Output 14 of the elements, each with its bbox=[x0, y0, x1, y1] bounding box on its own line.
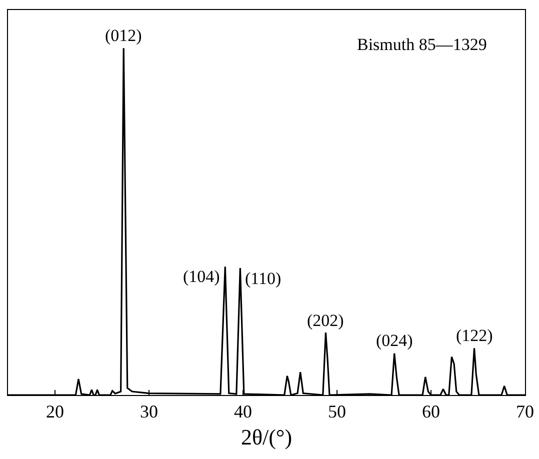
annotation: (122) bbox=[456, 326, 493, 345]
annotation: (202) bbox=[307, 311, 344, 330]
x-tick-label: 50 bbox=[328, 402, 346, 422]
annotation: (012) bbox=[105, 26, 142, 45]
annotation: (110) bbox=[245, 269, 282, 288]
x-tick-label: 30 bbox=[140, 402, 158, 422]
x-tick-label: 70 bbox=[516, 402, 534, 422]
x-axis-title: 2θ/(°) bbox=[240, 424, 292, 450]
annotation: Bismuth 85—1329 bbox=[357, 35, 487, 54]
annotation: (104) bbox=[183, 267, 220, 286]
x-tick-label: 20 bbox=[46, 402, 64, 422]
x-tick-label: 40 bbox=[234, 402, 252, 422]
annotation: (024) bbox=[376, 331, 413, 350]
x-tick-label: 60 bbox=[422, 402, 440, 422]
